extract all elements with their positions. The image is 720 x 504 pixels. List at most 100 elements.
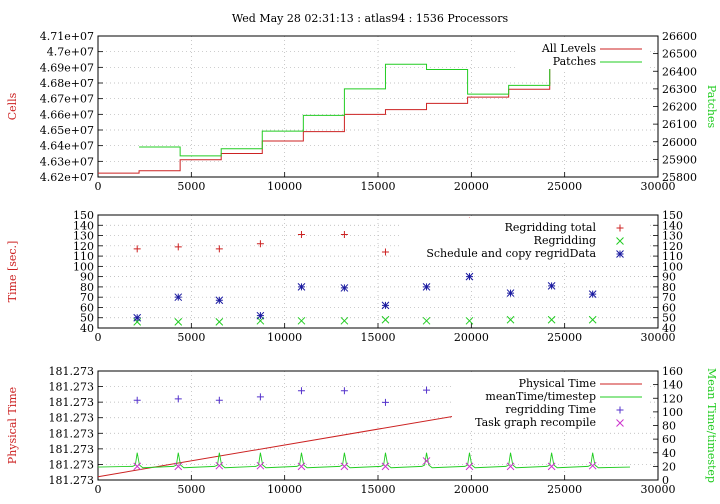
data-point — [133, 396, 141, 404]
y-tick-label: 110 — [73, 250, 94, 263]
data-point — [340, 387, 348, 395]
x-tick-label: 25000 — [547, 331, 582, 344]
data-point — [381, 398, 389, 406]
data-point — [422, 457, 431, 465]
data-point — [381, 462, 390, 471]
data-point — [588, 315, 597, 324]
data-point — [174, 243, 182, 251]
y2-tick-label: 40 — [662, 447, 676, 460]
y2-tick-label: 40 — [662, 322, 676, 335]
y-tick-label: 4.68e+07 — [40, 77, 94, 90]
y-tick-label: 4.64e+07 — [40, 140, 94, 153]
y2-tick-label: 120 — [662, 240, 683, 253]
y2-tick-label: 26600 — [662, 30, 697, 43]
legend-label: Regridding total — [505, 221, 597, 234]
y2-tick-label: 60 — [662, 433, 676, 446]
data-point — [256, 393, 264, 401]
y-tick-label: 181.273 — [49, 443, 95, 456]
y-tick-label: 70 — [80, 291, 94, 304]
legend-marker — [616, 224, 624, 232]
y-tick-label: 4.69e+07 — [40, 61, 94, 74]
data-point — [215, 245, 223, 253]
data-point — [340, 462, 349, 471]
y-tick-label: 181.273 — [49, 427, 95, 440]
x-tick-label: 15000 — [361, 483, 396, 496]
y2-tick-label: 20 — [662, 460, 676, 473]
data-point — [133, 462, 142, 471]
data-point — [297, 316, 306, 325]
legend-background — [452, 374, 648, 430]
x-tick-label: 10000 — [267, 331, 302, 344]
data-point — [256, 240, 264, 248]
data-point — [256, 311, 265, 320]
data-point — [215, 396, 223, 404]
data-point — [340, 284, 349, 292]
data-point — [506, 315, 515, 324]
y-tick-label: 4.62e+07 — [40, 171, 94, 184]
data-point — [381, 301, 390, 310]
data-point — [174, 317, 183, 326]
y2-tick-label: 150 — [662, 209, 683, 222]
y-tick-label: 150 — [73, 209, 94, 222]
y2-tick-label: 50 — [662, 312, 676, 325]
y2-tick-label: 140 — [662, 219, 683, 232]
data-point — [340, 316, 349, 325]
data-point — [174, 293, 183, 302]
data-point — [215, 296, 224, 305]
legend-label: regridding Time — [505, 403, 596, 416]
x-tick-label: 5000 — [177, 331, 205, 344]
legend-marker — [616, 237, 624, 245]
x-tick-label: 0 — [95, 483, 102, 496]
plot-frame — [97, 214, 659, 329]
regridding-time-panel: 0 5000 10000 15000 20000 25000 300004050607080… — [6, 209, 683, 344]
x-tick-label: 30000 — [641, 483, 676, 496]
x-tick-label: 25000 — [547, 483, 582, 496]
series-line — [97, 452, 631, 469]
series-line — [139, 49, 578, 157]
legend-label: Task graph recompile — [475, 416, 596, 429]
data-point — [340, 231, 348, 239]
y-tick-label: 4.71e+07 — [40, 30, 94, 43]
data-point — [297, 231, 305, 239]
data-point — [465, 462, 474, 471]
y2-tick-label: 110 — [662, 250, 683, 263]
data-point — [506, 289, 515, 297]
y-tick-label: 181.273 — [49, 458, 95, 471]
x-tick-label: 5000 — [177, 483, 205, 496]
x-tick-label: 30000 — [641, 331, 676, 344]
y2-tick-label: 120 — [662, 392, 683, 405]
y2-tick-label: 140 — [662, 379, 683, 392]
data-point — [547, 282, 556, 290]
data-point — [381, 315, 390, 324]
data-point — [297, 387, 305, 395]
y-tick-label: 181.273 — [49, 381, 95, 394]
plot-frame — [97, 370, 659, 481]
data-point — [133, 313, 142, 322]
legend-label: meanTime/timestep — [485, 390, 596, 403]
y2-axis-label: Mean Time/timestep — [705, 368, 718, 483]
figure-title: Wed May 28 02:31:13 : atlas94 : 1536 Pro… — [232, 12, 509, 25]
x-tick-label: 20000 — [454, 180, 489, 193]
y-tick-label: 4.65e+07 — [40, 124, 94, 137]
y-tick-label: 181.273 — [49, 365, 95, 378]
legend-label: All Levels — [541, 42, 597, 55]
y2-tick-label: 26300 — [662, 83, 697, 96]
cells-patches-panel: 0 5000 10000 15000 20000 25000 30000 4.62e+07 4.… — [6, 30, 718, 193]
y-tick-label: 60 — [80, 301, 94, 314]
data-point — [297, 462, 306, 471]
y-tick-label: 140 — [73, 219, 94, 232]
y2-tick-label: 26200 — [662, 101, 697, 114]
physical-time-panel: 0 5000 10000 15000 20000 25000 30000 181.273 181… — [6, 365, 718, 496]
data-point — [215, 461, 224, 470]
data-point — [465, 316, 474, 325]
legend-label: Patches — [553, 55, 597, 68]
y-tick-label: 90 — [80, 271, 94, 284]
y-tick-label: 181.273 — [49, 474, 95, 487]
legend-marker — [616, 250, 624, 258]
legend-background — [401, 218, 648, 261]
data-point — [256, 461, 265, 470]
y2-tick-label: 26500 — [662, 48, 697, 61]
y2-tick-label: 90 — [662, 271, 676, 284]
x-tick-label: 15000 — [361, 331, 396, 344]
y-tick-label: 4.66e+07 — [40, 108, 94, 121]
